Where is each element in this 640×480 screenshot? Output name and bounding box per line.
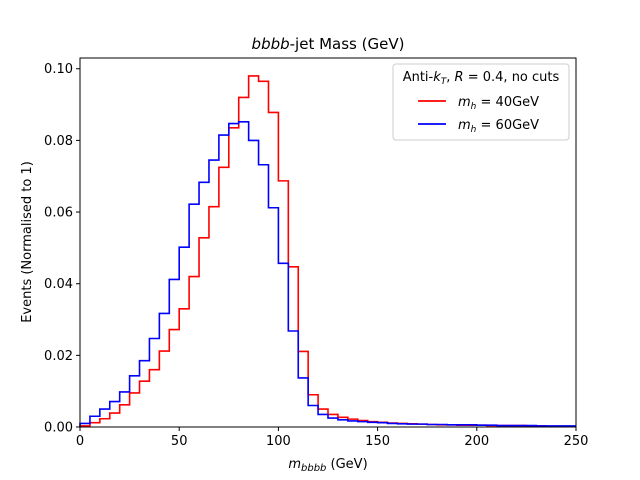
x-axis-label-rest: (GeV) bbox=[326, 457, 367, 472]
y-axis: 0.00 0.02 0.04 0.06 0.08 0.10 bbox=[44, 62, 80, 436]
legend-label-1-rest: = 40GeV bbox=[476, 95, 539, 110]
x-tick-label: 100 bbox=[266, 434, 291, 449]
y-axis-label: Events (Normalised to 1) bbox=[20, 161, 35, 323]
legend-title-suffix: = 0.4, no cuts bbox=[464, 70, 560, 85]
legend-title-mid: , bbox=[446, 70, 454, 85]
series-2-step-line bbox=[79, 120, 576, 427]
legend-box bbox=[392, 63, 570, 141]
legend-label-2-rest: = 60GeV bbox=[476, 118, 539, 133]
legend-label-2-subscript: h bbox=[471, 125, 477, 135]
series-layer bbox=[79, 75, 576, 428]
x-axis-label-subscript: bbbb bbox=[301, 463, 326, 474]
chart-title-italic: bbbb bbox=[252, 35, 290, 53]
x-tick-label: 50 bbox=[171, 434, 188, 449]
y-tick-label: 0.00 bbox=[44, 421, 73, 436]
legend-label-1-subscript: h bbox=[471, 102, 477, 112]
legend-title-k-subscript: T bbox=[441, 77, 448, 87]
legend: Anti-kT, R = 0.4, no cuts mh = 40GeV mh … bbox=[392, 63, 570, 141]
x-tick-label: 0 bbox=[76, 434, 84, 449]
legend-label-2-italic: m bbox=[458, 118, 471, 133]
y-tick-label: 0.04 bbox=[44, 277, 73, 292]
chart-title: bbbb-jet Mass (GeV) bbox=[252, 35, 405, 53]
x-tick-label: 150 bbox=[365, 434, 390, 449]
legend-title-r: R bbox=[455, 70, 464, 85]
plot-frame bbox=[79, 57, 577, 428]
y-tick-label: 0.06 bbox=[44, 206, 73, 221]
x-tick-label: 200 bbox=[464, 434, 489, 449]
legend-title-prefix: Anti- bbox=[403, 70, 434, 85]
x-axis-label: mbbbb (GeV) bbox=[288, 457, 367, 474]
x-tick-label: 250 bbox=[564, 434, 589, 449]
x-axis-label-italic: m bbox=[288, 457, 301, 472]
chart-title-rest: -jet Mass (GeV) bbox=[290, 35, 405, 53]
y-tick-label: 0.08 bbox=[44, 134, 73, 149]
legend-label-series-1: mh = 40GeV bbox=[458, 95, 539, 112]
legend-title: Anti-kT, R = 0.4, no cuts bbox=[403, 70, 560, 87]
x-axis: 0 50 100 150 200 250 bbox=[76, 427, 589, 449]
y-tick-label: 0.02 bbox=[44, 349, 73, 364]
y-tick-label: 0.10 bbox=[44, 62, 73, 77]
legend-label-series-2: mh = 60GeV bbox=[458, 118, 539, 135]
legend-label-1-italic: m bbox=[458, 95, 471, 110]
legend-title-k: k bbox=[433, 70, 441, 85]
